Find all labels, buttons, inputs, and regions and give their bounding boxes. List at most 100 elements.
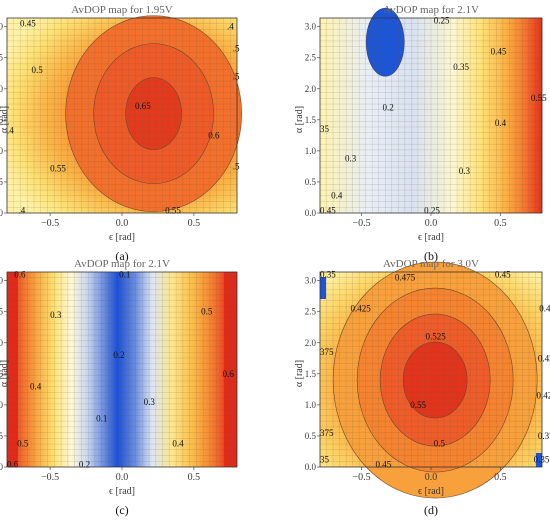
contour-label: 0.45 [491, 47, 507, 57]
y-axis-label: α [rad] [0, 360, 10, 387]
contour-label: 35 [320, 455, 330, 465]
chart-panel-c: 0.6 0.1 0.5 0.3 0.2 0.6 0.4 0.3 0.1 0.4 0.5 0.6 0.2 −… [0, 258, 238, 517]
contour-label: 0.4 [30, 381, 42, 391]
contour-region [125, 77, 182, 150]
y-tick-label: 1.0 [0, 400, 4, 410]
y-tick-label: 0.5 [305, 177, 317, 187]
mesh-grid [7, 18, 237, 213]
contour-label: 0.6 [208, 130, 220, 140]
contour-label: 0.55 [410, 400, 426, 410]
y-tick-label: 2.5 [0, 307, 4, 317]
x-axis-label: ϵ [rad] [418, 486, 444, 497]
y-tick-label: 2.0 [0, 84, 4, 94]
contour-region [402, 341, 468, 419]
x-tick-label: 0.0 [425, 218, 438, 229]
y-tick-label: 1.5 [305, 115, 317, 125]
contour-label: .5 [233, 43, 240, 53]
y-tick-label: 1.5 [305, 369, 317, 379]
contour-label: .4 [227, 22, 234, 32]
contour-label: 35 [320, 124, 330, 134]
contour-label: 0.5 [201, 307, 213, 317]
x-tick-label: 0.0 [116, 472, 129, 483]
contour-label: .5 [233, 71, 240, 81]
contour-label: 0.1 [96, 414, 107, 424]
chart-title: AvDOP map for 2.1V [74, 258, 170, 270]
x-axis-label: ϵ [rad] [418, 232, 444, 243]
contour-label: 0.45 [495, 269, 511, 279]
contour-label: 375 [320, 428, 334, 438]
contour-label: 0.5 [17, 438, 29, 448]
contour-label: 0.4 [331, 191, 343, 201]
contour-label: 0.6 [7, 460, 19, 470]
contour-label: .5 [233, 161, 240, 171]
x-tick-label: −0.5 [353, 472, 371, 483]
contour-label: 0.2 [113, 350, 124, 360]
y-tick-label: 0.5 [0, 431, 4, 441]
x-tick-label: −0.5 [41, 472, 59, 483]
panel-caption: (c) [115, 503, 128, 517]
y-tick-label: 0.5 [0, 177, 4, 187]
contour-label: .4 [19, 206, 26, 216]
mesh-grid [320, 272, 542, 467]
y-tick-label: 0.5 [305, 431, 317, 441]
mesh-grid [320, 18, 542, 213]
contour-label: 0.4 [495, 118, 507, 128]
y-tick-label: 0.0 [0, 462, 4, 472]
contour-label: 0.55 [531, 93, 547, 103]
chart-title: AvDOP map for 3.0V [383, 258, 479, 270]
y-axis-label: α [rad] [294, 360, 305, 387]
y-tick-label: 1.5 [0, 115, 4, 125]
panel-caption: (b) [424, 249, 438, 263]
chart-title: AvDOP map for 1.95V [71, 4, 172, 16]
y-tick-label: 2.5 [305, 53, 317, 63]
panel-caption: (a) [115, 249, 128, 263]
contour-label: 0.475 [395, 273, 416, 283]
contour-label: 0.5 [434, 438, 446, 448]
contour-label: .4 [7, 125, 14, 135]
contour-label: 0.2 [382, 102, 393, 112]
y-tick-label: 0.0 [305, 462, 317, 472]
contour-label: 0.3 [50, 310, 62, 320]
contour-label: 0.6 [223, 369, 235, 379]
x-tick-label: 0.0 [425, 472, 438, 483]
contour-label: 0.55 [165, 206, 181, 216]
contour-label: 0.2 [79, 460, 90, 470]
contour-label: 0.35 [453, 62, 469, 72]
contour-label: 0.1 [119, 269, 130, 279]
contour-label: 0.6 [14, 269, 26, 279]
x-tick-label: 0.5 [188, 472, 201, 483]
x-tick-label: 0.5 [188, 218, 201, 229]
y-tick-label: 2.0 [0, 338, 4, 348]
x-tick-label: 0.0 [116, 218, 129, 229]
contour-label: 0.4 [539, 304, 550, 314]
x-tick-label: −0.5 [353, 218, 371, 229]
contour-label: 0.65 [135, 101, 151, 111]
x-axis-label: ϵ [rad] [109, 232, 135, 243]
chart-panel-d: 0.35 0.475 0.45 0.425 0.4 0.525 375 0.42 0.55 0.4… [294, 258, 550, 517]
contour-label: 0.42 [538, 353, 550, 363]
panel-caption: (d) [424, 503, 438, 517]
y-tick-label: 3.0 [305, 276, 317, 286]
contour-label: 0.42 [536, 391, 550, 401]
contour-label: 0.37 [538, 431, 550, 441]
y-tick-label: 2.0 [305, 338, 317, 348]
contour-label: 0.25 [434, 15, 450, 25]
y-tick-label: 3.0 [0, 22, 4, 32]
y-tick-label: 2.5 [0, 53, 4, 63]
y-tick-label: 1.0 [305, 400, 317, 410]
heatmap-fill [320, 18, 542, 213]
contour-label: 0.35 [320, 269, 336, 279]
y-tick-label: 2.5 [305, 307, 317, 317]
contour-label: 375 [320, 347, 334, 357]
x-tick-label: 0.5 [494, 472, 507, 483]
y-tick-label: 3.0 [305, 22, 317, 32]
x-tick-label: 0.5 [494, 218, 507, 229]
contour-label: 0.425 [351, 304, 372, 314]
edge-band-right [224, 272, 237, 467]
y-tick-label: 2.0 [305, 84, 317, 94]
contour-label: 0.25 [424, 206, 440, 216]
contour-label: 0.5 [31, 65, 43, 75]
y-axis-label: α [rad] [0, 106, 10, 133]
corner-minimum [320, 277, 326, 299]
